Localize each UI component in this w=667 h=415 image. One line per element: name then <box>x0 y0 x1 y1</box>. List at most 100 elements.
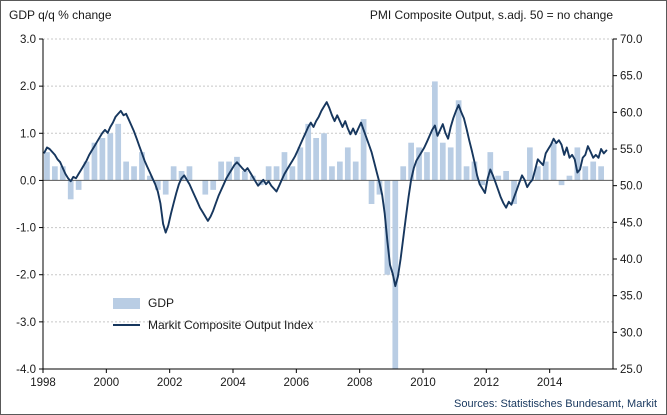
gdp-bar <box>186 166 193 181</box>
gdp-bar <box>495 175 502 181</box>
gdp-bar <box>368 180 375 204</box>
legend: GDP Markit Composite Output Index <box>113 292 313 336</box>
left-axis-tick-label: 3.0 <box>20 34 36 46</box>
gdp-bar <box>511 180 517 204</box>
right-axis-tick-label: 60.0 <box>620 107 642 119</box>
x-axis-tick-label: 2010 <box>410 377 436 389</box>
right-axis-tick-label: 70.0 <box>620 34 642 46</box>
pmi-line-swatch <box>113 324 140 326</box>
gdp-bar <box>170 166 177 181</box>
x-axis-tick-label: 2014 <box>537 377 563 389</box>
right-axis-tick-label: 25.0 <box>620 364 642 376</box>
gdp-bar <box>598 166 604 181</box>
gdp-bar <box>337 161 343 181</box>
right-axis-tick-label: 45.0 <box>620 217 642 229</box>
gdp-bar <box>162 180 169 195</box>
legend-label-gdp: GDP <box>148 296 175 310</box>
legend-row-gdp: GDP <box>113 292 313 314</box>
gdp-bar <box>392 180 399 369</box>
gdp-bar <box>147 175 153 181</box>
gdp-bar <box>218 161 224 181</box>
left-axis-title: GDP q/q % change <box>9 8 112 22</box>
gdp-bar <box>376 180 383 195</box>
gdp-bar <box>91 142 98 181</box>
x-axis-tick-label: 2004 <box>220 377 246 389</box>
gdp-bar <box>400 166 407 181</box>
left-axis-tick-label: 1.0 <box>20 128 36 140</box>
gdp-bar <box>479 180 486 186</box>
gdp-bar <box>139 152 145 181</box>
gdp-bar <box>313 138 319 181</box>
x-axis-tick-label: 2012 <box>474 377 500 389</box>
gdp-bar <box>297 147 304 181</box>
gdp-bar <box>210 180 217 190</box>
gdp-bar <box>123 161 129 181</box>
gdp-bar <box>344 147 351 181</box>
gdp-bar <box>202 180 209 195</box>
gdp-bar <box>107 133 114 181</box>
gdp-bar <box>352 161 359 181</box>
right-axis-title: PMI Composite Output, s.adj. 50 = no cha… <box>369 8 613 22</box>
x-axis-tick-label: 2002 <box>157 377 183 389</box>
left-axis-tick-label: -1.0 <box>16 223 36 235</box>
gdp-bar <box>447 147 454 181</box>
gdp-bar <box>242 171 248 181</box>
gdp-bar <box>582 166 589 181</box>
pmi-line <box>43 101 608 288</box>
right-axis-tick-label: 30.0 <box>620 327 642 339</box>
right-axis-tick-label: 55.0 <box>620 144 642 156</box>
left-axis-tick-label: 0.0 <box>20 175 36 187</box>
right-axis-tick-label: 65.0 <box>620 71 642 83</box>
source-note: Sources: Statistisches Bundesamt, Markit <box>454 398 657 410</box>
gdp-bar <box>455 100 462 181</box>
gdp-bar <box>590 161 597 181</box>
left-axis-tick-label: -2.0 <box>16 270 36 282</box>
gdp-bar <box>154 180 161 190</box>
gdp-bar <box>265 166 272 181</box>
gdp-bar <box>321 133 327 181</box>
x-axis-tick-label: 2008 <box>347 377 373 389</box>
gdp-bar <box>550 142 557 181</box>
gdp-bar <box>416 147 422 181</box>
gdp-bar <box>487 152 494 181</box>
gdp-bar <box>558 180 565 186</box>
gdp-bar <box>534 166 541 181</box>
gdp-bar-swatch <box>113 297 140 309</box>
left-axis-tick-label: -3.0 <box>16 317 36 329</box>
gdp-bar <box>360 119 367 181</box>
gdp-bar <box>226 161 232 181</box>
gdp-bar <box>75 180 82 190</box>
gdp-bar <box>424 152 430 181</box>
gdp-bar <box>471 161 478 181</box>
gdp-bar <box>574 147 581 181</box>
gdp-bar <box>408 142 414 181</box>
gdp-bar <box>44 152 50 181</box>
gdp-bar <box>439 142 446 181</box>
x-axis-tick-label: 1998 <box>30 377 56 389</box>
gdp-bar <box>566 175 573 181</box>
gdp-bar <box>281 152 288 181</box>
gdp-bar <box>432 81 438 181</box>
gdp-bar <box>99 138 106 181</box>
right-axis-tick-label: 35.0 <box>620 291 642 303</box>
gdp-bar <box>178 171 185 181</box>
gdp-bar <box>463 166 470 181</box>
gdp-bar <box>305 123 312 181</box>
left-axis-tick-label: -4.0 <box>16 364 36 376</box>
gdp-bar <box>542 161 549 181</box>
x-axis-tick-label: 2006 <box>284 377 310 389</box>
legend-label-pmi: Markit Composite Output Index <box>148 318 314 332</box>
right-axis-tick-label: 50.0 <box>620 181 642 193</box>
gdp-bar <box>234 156 240 181</box>
gdp-bar <box>329 166 335 181</box>
gdp-bar <box>273 166 280 181</box>
right-axis-tick-label: 40.0 <box>620 254 642 266</box>
left-axis-tick-label: 2.0 <box>20 81 36 93</box>
gdp-bar <box>384 180 391 275</box>
gdp-bar <box>83 161 90 181</box>
legend-row-pmi: Markit Composite Output Index <box>113 314 313 336</box>
gdp-bar <box>59 166 66 181</box>
gdp-bar <box>131 166 137 181</box>
